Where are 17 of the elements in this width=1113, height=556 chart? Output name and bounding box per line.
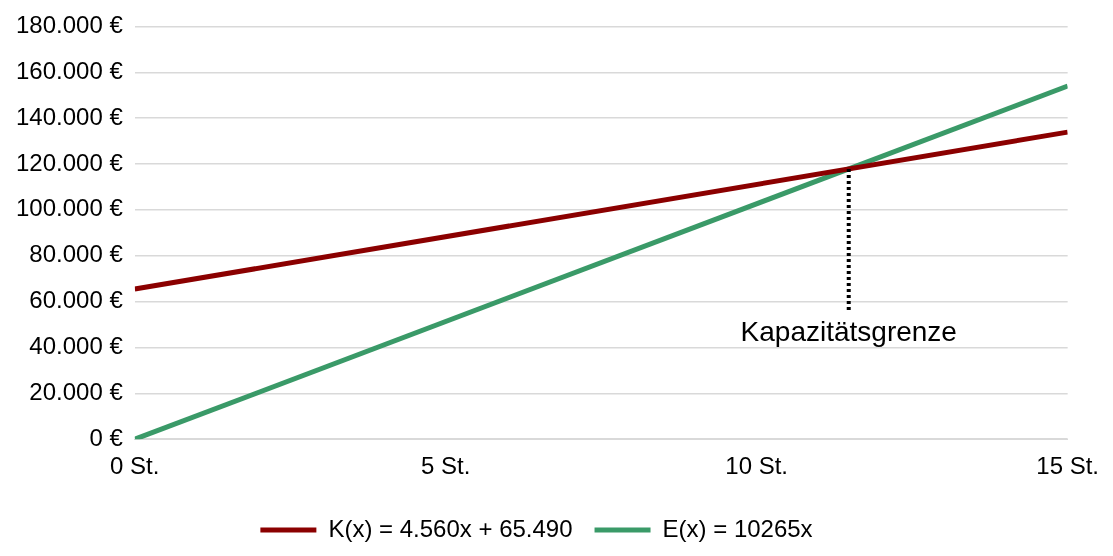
legend-label: K(x) = 4.560x + 65.490: [328, 514, 573, 542]
y-tick-label: 180.000 €: [15, 11, 124, 39]
y-tick-label: 160.000 €: [15, 56, 124, 84]
y-tick-label: 100.000 €: [15, 194, 124, 222]
y-tick-label: 40.000 €: [29, 332, 124, 360]
legend-label: E(x) = 10265x: [662, 514, 813, 542]
y-tick-label: 140.000 €: [15, 102, 124, 130]
x-tick-label: 10 St.: [725, 452, 789, 480]
x-tick-label: 5 St.: [421, 452, 471, 480]
y-tick-label: 60.000 €: [29, 286, 124, 314]
x-tick-label: 15 St.: [1036, 452, 1100, 480]
x-tick-label: 0 St.: [110, 452, 160, 480]
y-tick-label: 0 €: [89, 423, 124, 451]
y-tick-label: 120.000 €: [15, 148, 124, 176]
y-tick-label: 20.000 €: [29, 377, 124, 405]
y-tick-label: 80.000 €: [29, 240, 124, 268]
ref-line-label: Kapazitätsgrenze: [740, 316, 957, 348]
